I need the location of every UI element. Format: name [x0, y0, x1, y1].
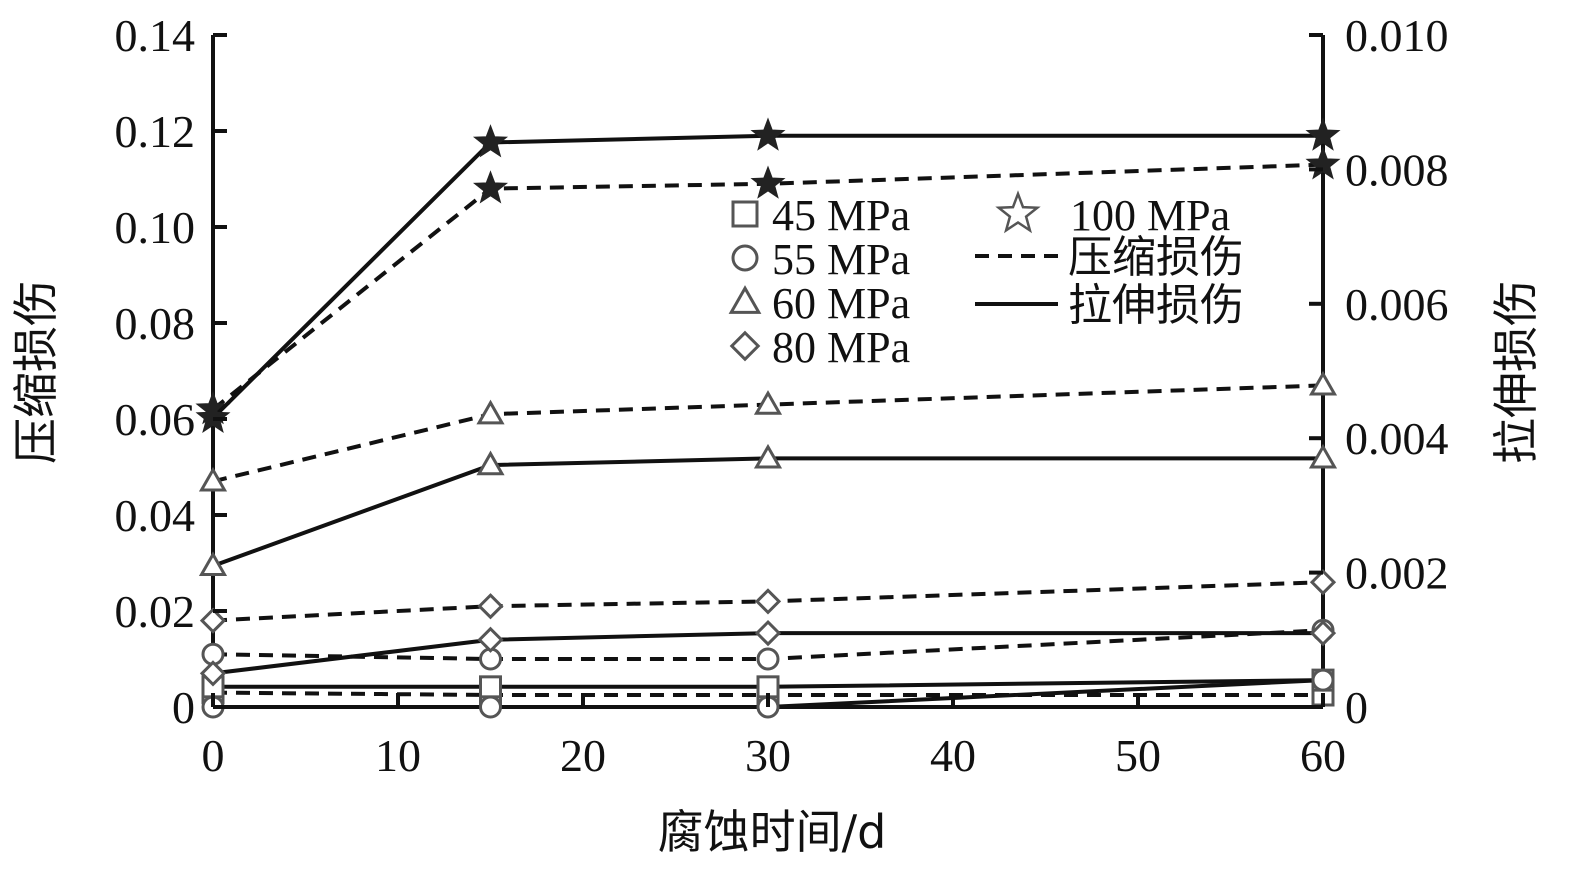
data-point	[754, 588, 782, 615]
series-line	[212, 383, 1324, 484]
y2-tick-label: 0.010	[1345, 10, 1449, 61]
legend-marker-square	[731, 200, 759, 228]
data-point	[472, 124, 509, 158]
legend-label: 80 MPa	[772, 323, 910, 372]
y2-axis-title: 拉伸损伤	[1489, 280, 1543, 464]
legend-label: 100 MPa	[1070, 191, 1230, 240]
series-line	[211, 133, 1323, 420]
series-line	[213, 678, 1324, 689]
legend-marker-circle	[731, 244, 759, 272]
data-point	[753, 443, 783, 469]
legend-label: 压缩损伤	[1068, 232, 1244, 283]
x-tick-label: 20	[560, 730, 606, 781]
series-triangle-tension	[198, 443, 1338, 577]
data-point	[754, 619, 782, 647]
legend-label: 45 MPa	[772, 191, 910, 240]
legend-marker-diamond	[729, 330, 761, 362]
y-tick-label: 0.04	[115, 490, 196, 541]
x-axis-title: 腐蚀时间/d	[658, 805, 887, 859]
y2-tick-label: 0.008	[1345, 144, 1449, 195]
x-tick-label: 40	[930, 730, 976, 781]
data-point	[479, 695, 502, 719]
y2-tick-label: 0.006	[1345, 279, 1449, 330]
data-point	[750, 117, 786, 151]
series-circle-tension	[201, 668, 1335, 719]
y-tick-label: 0.02	[115, 586, 196, 637]
y-tick-label: 0.14	[115, 10, 196, 61]
data-point	[479, 675, 502, 699]
x-tick-label: 0	[202, 730, 225, 781]
series-square-tension	[201, 668, 1335, 699]
legend-marker-star	[995, 190, 1041, 234]
legend-label: 55 MPa	[772, 235, 910, 284]
data-point	[750, 165, 786, 199]
ticks-layer: 0 10 20 30 40 50 6000.020.040.060.080.100.120.…	[115, 10, 1449, 781]
series-line	[212, 580, 1324, 623]
x-tick-label: 30	[745, 730, 791, 781]
data-point	[1309, 619, 1337, 647]
series-layer	[195, 117, 1341, 719]
x-tick-label: 50	[1115, 730, 1161, 781]
data-point	[472, 170, 509, 204]
series-line	[213, 678, 1324, 709]
data-point	[476, 399, 505, 425]
y2-tick-label: 0.002	[1345, 548, 1449, 599]
data-point	[756, 647, 780, 671]
data-point	[195, 399, 231, 434]
series-line	[212, 456, 1323, 568]
data-point	[198, 551, 228, 577]
legend-label: 60 MPa	[772, 279, 910, 328]
data-point	[476, 450, 505, 476]
y-tick-label: 0.10	[115, 202, 196, 253]
data-point	[199, 660, 227, 687]
data-point	[753, 390, 783, 415]
series-diamond-compression	[199, 569, 1337, 634]
y2-tick-label: 0	[1345, 682, 1368, 733]
y-tick-label: 0.06	[115, 394, 196, 445]
data-point	[1308, 443, 1338, 469]
series-line	[211, 162, 1324, 411]
data-point	[1309, 569, 1337, 596]
data-point	[198, 466, 228, 492]
y-axis-title: 压缩损伤	[9, 280, 63, 464]
series-triangle-compression	[198, 370, 1338, 492]
data-point	[1311, 668, 1335, 692]
data-point	[1305, 117, 1341, 151]
data-point	[477, 626, 504, 653]
series-diamond-tension	[199, 619, 1337, 687]
legend-marker-triangle	[728, 285, 762, 314]
data-point	[477, 593, 504, 620]
y-tick-label: 0.08	[115, 298, 196, 349]
series-line	[212, 631, 1323, 676]
x-tick-label: 10	[375, 730, 421, 781]
series-star-tension	[195, 117, 1341, 434]
y-tick-label: 0.12	[115, 106, 196, 157]
data-point	[199, 607, 227, 634]
data-point	[1308, 370, 1338, 396]
y2-tick-label: 0.004	[1345, 413, 1449, 464]
legend-label: 拉伸损伤	[1068, 280, 1244, 331]
x-tick-label: 60	[1300, 730, 1346, 781]
y-tick-label: 0	[172, 682, 195, 733]
